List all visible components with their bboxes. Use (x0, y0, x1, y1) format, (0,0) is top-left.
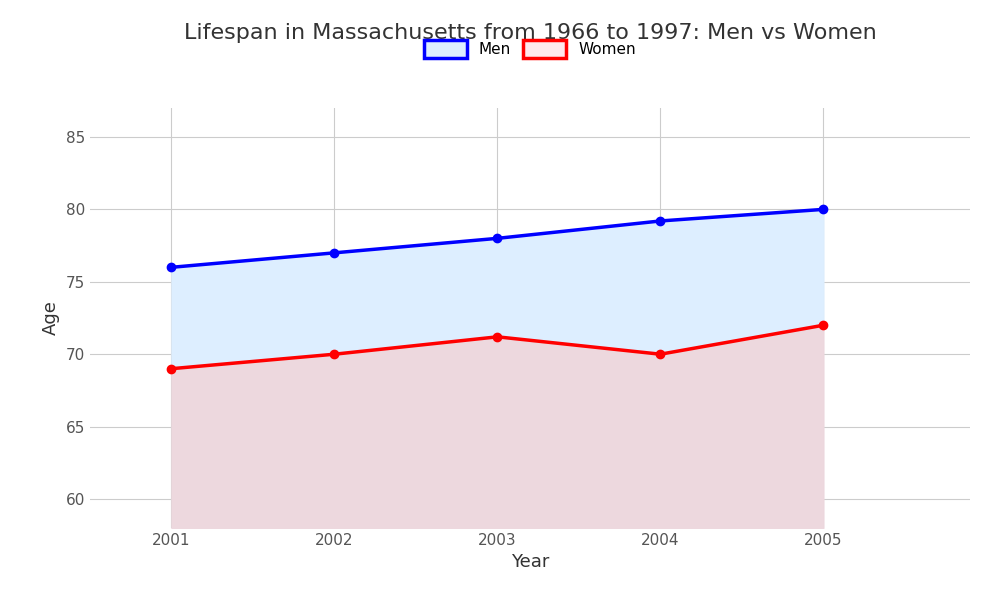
Title: Lifespan in Massachusetts from 1966 to 1997: Men vs Women: Lifespan in Massachusetts from 1966 to 1… (184, 23, 876, 43)
Legend: Men, Women: Men, Women (424, 40, 636, 58)
Y-axis label: Age: Age (42, 301, 60, 335)
X-axis label: Year: Year (511, 553, 549, 571)
